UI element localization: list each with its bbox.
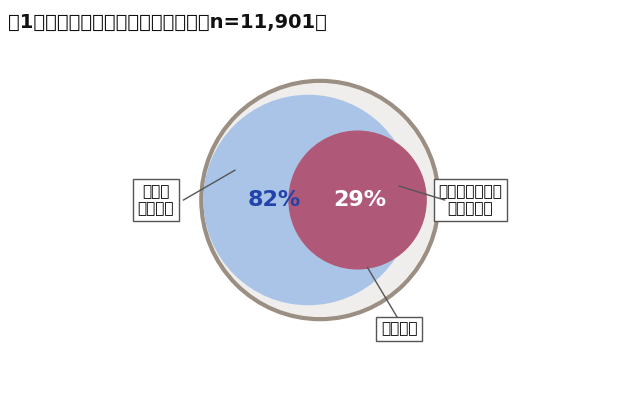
Circle shape: [204, 95, 413, 305]
Text: インターネット
で購入した: インターネット で購入した: [438, 184, 502, 216]
Text: 82%: 82%: [248, 190, 301, 210]
Text: 29%: 29%: [333, 190, 386, 210]
Text: 購入なし: 購入なし: [381, 322, 417, 336]
Text: ．1年以内のカー用品の購入経験　（n=11,901）: ．1年以内のカー用品の購入経験 （n=11,901）: [8, 13, 326, 32]
Text: 店頭で
購入した: 店頭で 購入した: [138, 184, 174, 216]
Circle shape: [289, 130, 427, 270]
Circle shape: [202, 81, 438, 319]
